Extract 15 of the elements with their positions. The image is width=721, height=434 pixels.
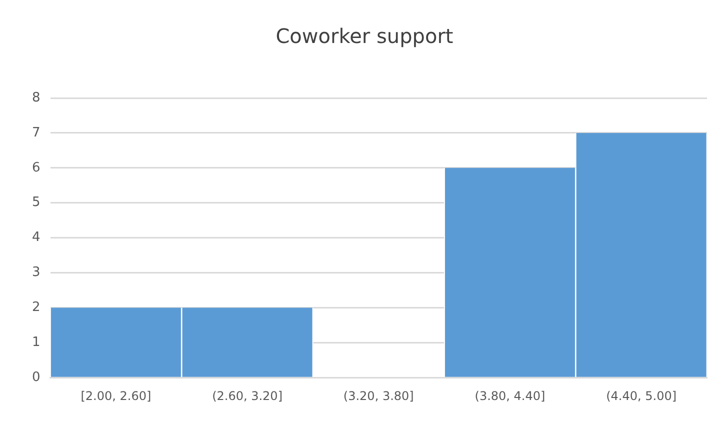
y-tick-label: 1: [32, 335, 40, 350]
x-tick-label: (2.60, 3.20]: [212, 388, 283, 403]
x-tick-label: (4.40, 5.00]: [606, 388, 677, 403]
y-tick-label: 0: [32, 370, 40, 385]
x-tick-label: (3.80, 4.40]: [474, 388, 546, 403]
y-tick-label: 6: [32, 160, 40, 176]
y-tick-label: 4: [32, 230, 40, 246]
x-tick-label: [2.00, 2.60]: [80, 388, 152, 403]
y-tick-label: 7: [32, 125, 40, 140]
y-tick-label: 5: [32, 195, 40, 210]
y-tick-label: 8: [32, 90, 40, 106]
y-tick-label: 2: [32, 300, 40, 316]
x-tick-label: (3.20, 3.80]: [343, 388, 414, 403]
chart-title: Coworker support: [276, 24, 454, 48]
y-tick-label: 3: [32, 265, 40, 280]
